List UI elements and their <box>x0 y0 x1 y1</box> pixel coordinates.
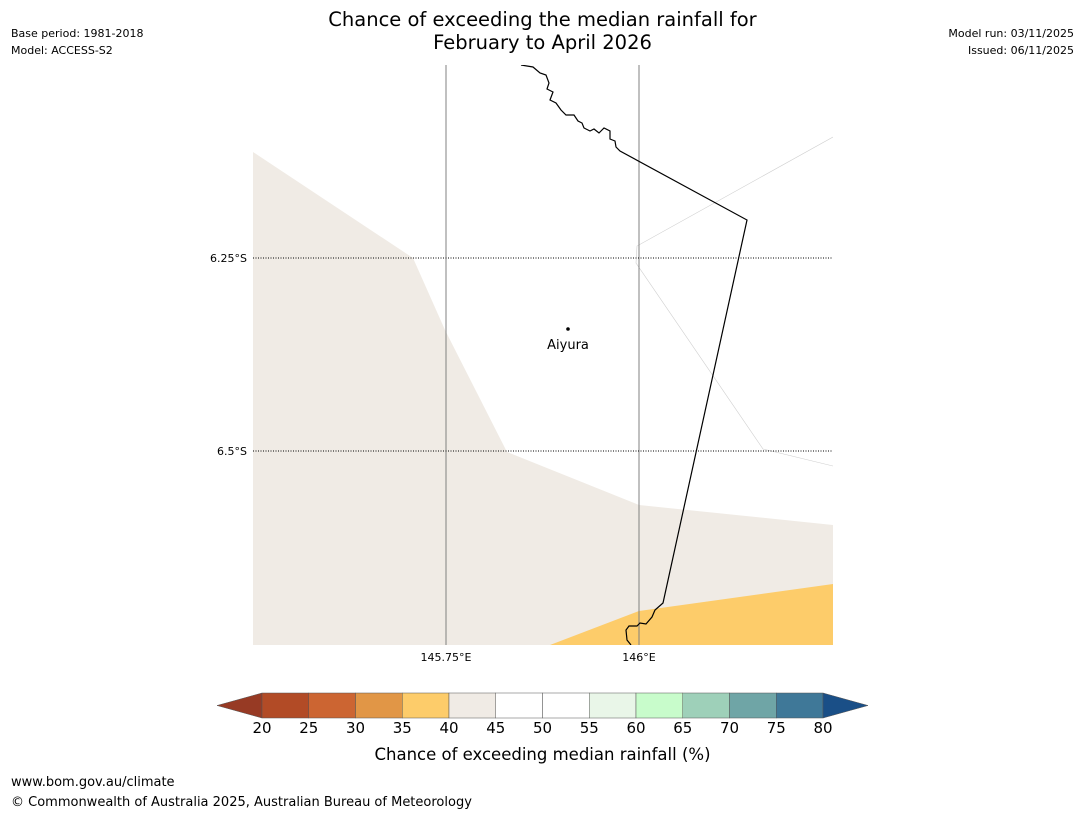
colorbar-bin-60-65 <box>635 692 683 719</box>
colorbar-bin-55-60 <box>589 692 637 719</box>
colorbar-bin-75-80 <box>776 692 824 719</box>
colorbar-label-25: 25 <box>299 719 319 737</box>
footer-copyright: © Commonwealth of Australia 2025, Austra… <box>11 795 472 810</box>
footer-url[interactable]: www.bom.gov.au/climate <box>11 775 175 790</box>
lon-tick-145-75E: 145.75°E <box>421 651 472 664</box>
metadata-right: Model run: 03/11/2025 Issued: 06/11/2025 <box>948 25 1074 59</box>
colorbar-low-extension <box>216 692 263 719</box>
colorbar-label-65: 65 <box>673 719 693 737</box>
colorbar-label-30: 30 <box>345 719 366 737</box>
model-run-text: Model run: 03/11/2025 <box>948 27 1074 40</box>
colorbar-bin-65-70 <box>682 692 730 719</box>
colorbar-label-50: 50 <box>532 719 553 737</box>
title-line-1: Chance of exceeding the median rainfall … <box>328 8 757 31</box>
colorbar-high-extension <box>822 692 869 719</box>
colorbar-label-35: 35 <box>392 719 412 737</box>
chart-title: Chance of exceeding the median rainfall … <box>0 8 1085 54</box>
colorbar-bin-40-45 <box>448 692 496 719</box>
lat-tick-6-25S: 6.25°S <box>210 252 247 265</box>
lon-tick-146E: 146°E <box>622 651 655 664</box>
colorbar-label-80: 80 <box>813 719 833 737</box>
aiyura-label: Aiyura <box>547 338 589 353</box>
colorbar-label-45: 45 <box>486 719 506 737</box>
colorbar-bin-45-50 <box>495 692 543 719</box>
probability-band-40-45 <box>253 152 833 645</box>
metadata-left: Base period: 1981-2018 Model: ACCESS-S2 <box>11 25 143 59</box>
colorbar-bin-25-30 <box>308 692 356 719</box>
colorbar-label-75: 75 <box>766 719 786 737</box>
colorbar-label-20: 20 <box>252 719 272 737</box>
colorbar <box>216 692 869 719</box>
province-boundary-thin <box>635 136 833 467</box>
colorbar-label-55: 55 <box>579 719 599 737</box>
colorbar-label-60: 60 <box>626 719 646 737</box>
colorbar-bin-30-35 <box>355 692 403 719</box>
colorbar-bin-50-55 <box>542 692 590 719</box>
issued-text: Issued: 06/11/2025 <box>967 44 1074 57</box>
colorbar-bin-20-25 <box>261 692 309 719</box>
map-area: Aiyura <box>253 65 833 645</box>
colorbar-title: Chance of exceeding median rainfall (%) <box>374 745 711 764</box>
base-period-text: Base period: 1981-2018 <box>11 27 144 40</box>
title-line-2: February to April 2026 <box>433 31 652 54</box>
colorbar-label-40: 40 <box>439 719 459 737</box>
colorbar-label-70: 70 <box>719 719 740 737</box>
aiyura-location-marker <box>566 327 570 331</box>
colorbar-bin-70-75 <box>729 692 777 719</box>
lat-tick-6-5S: 6.5°S <box>217 445 247 458</box>
coastline-boundary <box>520 65 748 645</box>
probability-band-35-40 <box>550 584 833 645</box>
model-text: Model: ACCESS-S2 <box>11 44 113 57</box>
colorbar-bin-35-40 <box>402 692 450 719</box>
